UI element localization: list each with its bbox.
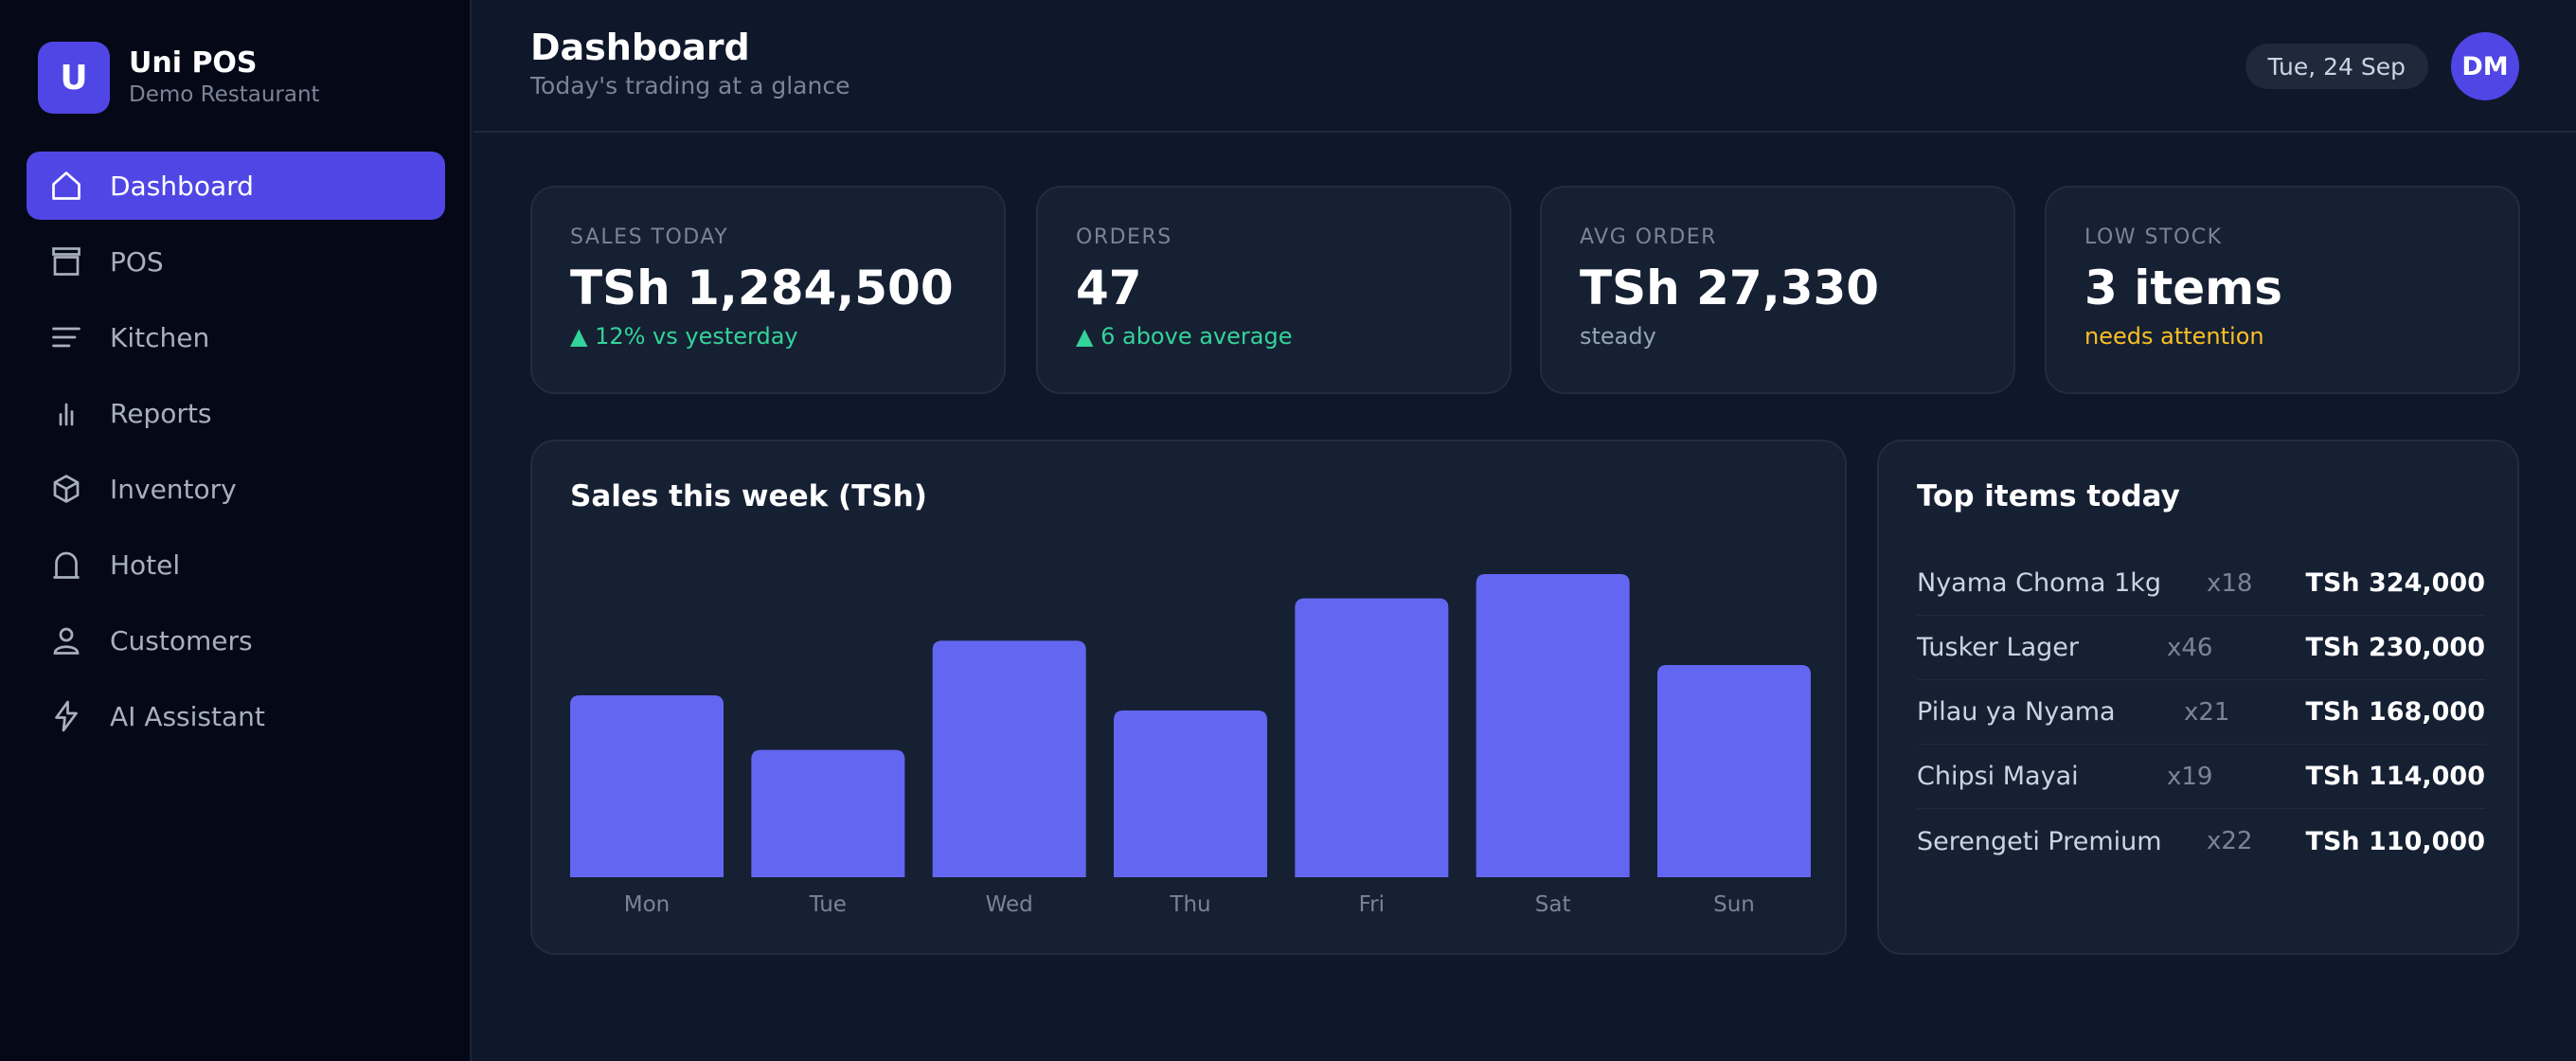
sidebar-item-kitchen[interactable]: Kitchen (27, 303, 445, 371)
top-items-list: Nyama Choma 1kg x18 TSh 324,000 Tusker L… (1917, 551, 2485, 873)
item-amount: TSh 110,000 (2305, 826, 2485, 856)
bar-wed[interactable] (932, 640, 1086, 877)
x-tick-label: Fri (1359, 892, 1385, 917)
sidebar-item-hotel[interactable]: Hotel (27, 530, 445, 599)
kpi-value: 47 (1076, 261, 1142, 315)
bar-tue[interactable] (751, 749, 905, 877)
sales-chart-card: Sales this week (TSh) Mon Tue Wed Thu Fri Sat… (530, 440, 1847, 955)
sidebar-item-customers[interactable]: Customers (27, 606, 445, 674)
sidebar-item-label: Dashboard (110, 170, 254, 202)
sidebar-item-label: Customers (110, 624, 253, 656)
kpi-label: SALES TODAY (570, 225, 729, 249)
bar-mon[interactable] (570, 695, 724, 877)
brand[interactable]: U Uni POS Demo Restaurant (38, 42, 320, 114)
list-item[interactable]: Serengeti Premium x22 TSh 110,000 (1917, 809, 2485, 873)
x-tick-label: Wed (986, 892, 1033, 917)
item-qty: x21 (2184, 697, 2230, 727)
list-item[interactable]: Chipsi Mayai x19 TSh 114,000 (1917, 745, 2485, 809)
sidebar-item-label: Reports (110, 397, 212, 429)
sidebar-item-label: Hotel (110, 548, 181, 581)
x-tick-label: Mon (624, 892, 671, 917)
page-header: Dashboard Today's trading at a glance Tu… (474, 0, 2576, 133)
kpi-note: ▲ 12% vs yesterday (570, 323, 798, 350)
item-name: Pilau ya Nyama (1917, 697, 2116, 727)
list-item[interactable]: Nyama Choma 1kg x18 TSh 324,000 (1917, 551, 2485, 616)
item-amount: TSh 324,000 (2305, 568, 2485, 598)
x-tick-label: Sat (1535, 892, 1571, 917)
item-amount: TSh 230,000 (2305, 633, 2485, 662)
list-icon (47, 318, 85, 356)
sidebar-item-label: Inventory (110, 473, 237, 505)
brand-logo: U (38, 42, 110, 114)
sidebar-nav: Dashboard POS Kitchen Reports Inventory (27, 152, 445, 758)
item-qty: x46 (2167, 633, 2213, 662)
chart-title: Sales this week (TSh) (570, 479, 927, 513)
item-qty: x22 (2207, 827, 2253, 855)
bar-chart-icon (47, 394, 85, 432)
sidebar-item-label: AI Assistant (110, 700, 265, 732)
item-name: Tusker Lager (1917, 633, 2079, 662)
sidebar-item-reports[interactable]: Reports (27, 379, 445, 447)
page-title: Dashboard (530, 27, 750, 68)
brand-subtitle: Demo Restaurant (129, 82, 320, 107)
item-name: Chipsi Mayai (1917, 762, 2079, 791)
item-name: Serengeti Premium (1917, 826, 2162, 856)
page-subtitle: Today's trading at a glance (530, 72, 850, 99)
bar-fri[interactable] (1295, 598, 1449, 877)
list-item[interactable]: Tusker Lager x46 TSh 230,000 (1917, 616, 2485, 680)
item-qty: x18 (2207, 568, 2253, 598)
x-tick-label: Sun (1713, 892, 1755, 917)
kpi-label: LOW STOCK (2084, 225, 2223, 249)
top-items-title: Top items today (1917, 479, 2180, 513)
box-icon (47, 470, 85, 508)
sidebar-item-label: POS (110, 245, 164, 278)
kpi-value: TSh 1,284,500 (570, 261, 954, 315)
kpi-card-sales-today: SALES TODAY TSh 1,284,500 ▲ 12% vs yeste… (530, 186, 1006, 394)
date-badge[interactable]: Tue, 24 Sep (2245, 44, 2428, 89)
kpi-label: ORDERS (1076, 225, 1172, 249)
x-tick-label: Thu (1169, 892, 1210, 917)
list-item[interactable]: Pilau ya Nyama x21 TSh 168,000 (1917, 680, 2485, 745)
home-icon (47, 167, 85, 205)
kpi-note: needs attention (2084, 323, 2264, 350)
sidebar-item-pos[interactable]: POS (27, 227, 445, 296)
bar-thu[interactable] (1114, 710, 1267, 877)
register-icon (47, 243, 85, 280)
top-items-card: Top items today Nyama Choma 1kg x18 TSh … (1877, 440, 2519, 955)
sidebar-item-inventory[interactable]: Inventory (27, 455, 445, 523)
kpi-card-low-stock: LOW STOCK 3 items needs attention (2045, 186, 2520, 394)
kpi-value: 3 items (2084, 261, 2283, 315)
lightning-icon (47, 697, 85, 735)
kpi-value: TSh 27,330 (1580, 261, 1880, 315)
kpi-note: ▲ 6 above average (1076, 323, 1293, 350)
kpi-label: AVG ORDER (1580, 225, 1717, 249)
item-amount: TSh 168,000 (2305, 697, 2485, 727)
sidebar-item-dashboard[interactable]: Dashboard (27, 152, 445, 220)
avatar[interactable]: DM (2451, 32, 2519, 100)
kpi-note: steady (1580, 323, 1656, 350)
kpi-card-orders: ORDERS 47 ▲ 6 above average (1036, 186, 1512, 394)
bar-sun[interactable] (1657, 665, 1811, 877)
item-qty: x19 (2167, 762, 2213, 791)
bell-icon (47, 546, 85, 584)
kpi-card-avg-order: AVG ORDER TSh 27,330 steady (1540, 186, 2015, 394)
brand-text: Uni POS Demo Restaurant (129, 46, 320, 109)
x-tick-label: Tue (809, 892, 847, 917)
sidebar-item-label: Kitchen (110, 321, 210, 353)
bar-sat[interactable] (1476, 574, 1630, 877)
item-name: Nyama Choma 1kg (1917, 568, 2162, 598)
user-icon (47, 621, 85, 659)
sales-bar-chart: Mon Tue Wed Thu Fri Sat Sun (570, 574, 1811, 917)
sidebar: U Uni POS Demo Restaurant Dashboard POS … (0, 0, 472, 1061)
sidebar-item-ai-assistant[interactable]: AI Assistant (27, 682, 445, 750)
brand-name: Uni POS (129, 46, 258, 80)
item-amount: TSh 114,000 (2305, 762, 2485, 791)
